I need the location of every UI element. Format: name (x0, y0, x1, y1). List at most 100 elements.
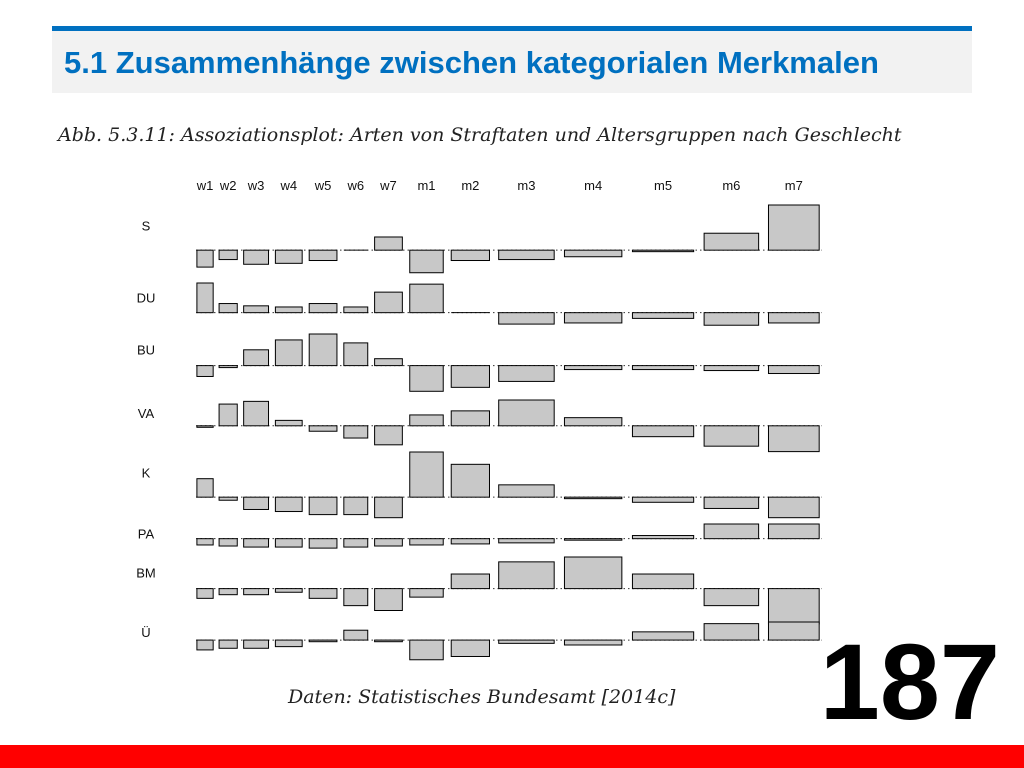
cell-VA-w1 (196, 425, 214, 428)
cell-VA-w2 (218, 403, 238, 427)
cell-S-m5 (631, 249, 695, 253)
cell-K-m5 (631, 496, 695, 503)
cell-K-m3 (498, 484, 555, 498)
cell-BM-m3 (498, 561, 555, 590)
cell-DU-w6 (343, 306, 369, 314)
row-label-K: K (142, 466, 151, 481)
cell-S-w1 (196, 249, 214, 268)
cell-PA-w2 (218, 538, 238, 547)
cell-K-m6 (703, 496, 760, 509)
cell-BU-w2 (218, 365, 238, 369)
cell-S-w4 (274, 249, 303, 264)
cell-Ü-w2 (218, 639, 238, 649)
row-label-BM: BM (136, 565, 156, 580)
column-label-m2: m2 (461, 178, 479, 193)
cell-BM-m4 (563, 556, 623, 590)
cell-S-m4 (563, 249, 623, 258)
cell-K-w6 (343, 496, 369, 516)
cell-K-w5 (308, 496, 338, 516)
footer-bar (0, 745, 1024, 768)
cell-VA-w6 (343, 425, 369, 439)
cell-BU-w4 (274, 339, 303, 367)
cell-Ü-w7 (374, 639, 403, 643)
cell-Ü-w1 (196, 639, 214, 651)
cell-BU-w6 (343, 342, 369, 367)
cell-Ü-w3 (243, 639, 270, 649)
cell-BU-w5 (308, 333, 338, 367)
column-label-m7: m7 (785, 178, 803, 193)
column-label-m4: m4 (584, 178, 602, 193)
cell-Ü-w5 (308, 639, 338, 643)
cell-BM-m2 (450, 573, 490, 590)
cell-PA-m7 (767, 523, 820, 540)
column-label-m5: m5 (654, 178, 672, 193)
cell-DU-w1 (196, 282, 214, 314)
cell-DU-w2 (218, 303, 238, 314)
cell-K-m7 (767, 496, 820, 519)
cell-BM-w7 (374, 588, 403, 611)
column-label-w5: w5 (314, 178, 332, 193)
cell-PA-m3 (498, 538, 555, 544)
cell-PA-m2 (450, 538, 490, 545)
cell-BM-m7 (767, 588, 820, 625)
cell-BU-w1 (196, 365, 214, 377)
cell-BU-m6 (703, 365, 760, 372)
column-label-w3: w3 (247, 178, 265, 193)
cell-DU-m7 (767, 312, 820, 324)
cell-BU-m4 (563, 365, 623, 371)
row-label-BU: BU (137, 342, 155, 357)
cell-DU-w7 (374, 291, 403, 314)
cell-BU-w3 (243, 349, 270, 367)
cell-DU-m6 (703, 312, 760, 326)
cell-DU-m1 (409, 283, 444, 314)
column-label-m3: m3 (517, 178, 535, 193)
cell-BU-m1 (409, 365, 444, 392)
cell-PA-w3 (243, 538, 270, 548)
cell-Ü-m4 (563, 639, 623, 646)
cell-S-m7 (767, 204, 820, 251)
row-label-S: S (142, 219, 151, 234)
cell-Ü-m1 (409, 639, 444, 661)
row-label-PA: PA (138, 527, 155, 542)
column-label-w6: w6 (346, 178, 364, 193)
cell-BM-m1 (409, 588, 444, 598)
cell-K-w4 (274, 496, 303, 513)
cell-BM-m6 (703, 588, 760, 607)
cell-PA-w1 (196, 538, 214, 546)
cell-BU-m2 (450, 365, 490, 388)
cell-PA-w5 (308, 538, 338, 549)
cell-BM-m5 (631, 573, 695, 590)
cell-Ü-w4 (274, 639, 303, 648)
cell-S-m3 (498, 249, 555, 261)
column-label-w1: w1 (196, 178, 214, 193)
cell-DU-m3 (498, 312, 555, 325)
cell-VA-w7 (374, 425, 403, 446)
cell-BM-w1 (196, 588, 214, 599)
cell-VA-m2 (450, 410, 490, 427)
cell-S-w2 (218, 249, 238, 261)
cell-K-w7 (374, 496, 403, 519)
cell-PA-w4 (274, 538, 303, 548)
cell-VA-m5 (631, 425, 695, 438)
cell-S-w5 (308, 249, 338, 262)
cell-BM-w6 (343, 588, 369, 607)
cell-K-m2 (450, 463, 490, 498)
cell-S-w3 (243, 249, 270, 265)
page-number: 187 (819, 621, 1000, 742)
cell-BM-w4 (274, 588, 303, 593)
column-label-w7: w7 (379, 178, 397, 193)
cell-VA-m3 (498, 399, 555, 427)
cell-Ü-m5 (631, 631, 695, 641)
cell-VA-w3 (243, 400, 270, 427)
cell-K-w1 (196, 478, 214, 498)
cell-Ü-m3 (498, 639, 555, 644)
cell-PA-m1 (409, 538, 444, 546)
cell-BU-m3 (498, 365, 555, 382)
data-source: Daten: Statistisches Bundesamt [2014c] (288, 686, 676, 708)
cell-VA-m7 (767, 425, 820, 453)
cell-S-m1 (409, 249, 444, 274)
cell-VA-m1 (409, 414, 444, 427)
cell-BM-w2 (218, 588, 238, 596)
cell-K-m4 (563, 496, 623, 500)
